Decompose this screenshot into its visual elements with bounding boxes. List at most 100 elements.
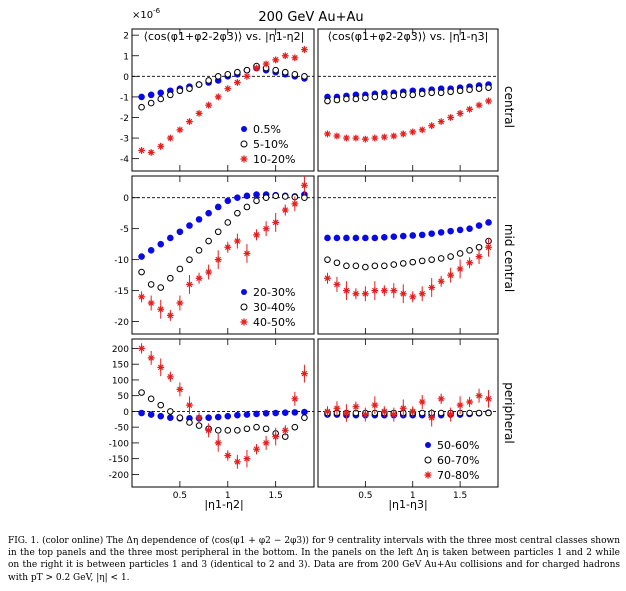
y-tick-label: 0 [123,408,129,418]
data-point [437,395,445,403]
data-point [352,95,360,103]
data-point [418,231,426,239]
data-point [409,91,417,99]
data-point [167,91,174,99]
x-tick-label: 1 [410,491,416,501]
figure-title: 200 GeV Au+Au [258,10,363,25]
data-point [409,232,417,239]
data-point [234,68,241,76]
data-point [466,398,473,406]
data-point [437,89,445,97]
panel-mid-left: -20 -15 -10 -5 0 20-30% 30-40% 40-50% [114,175,315,335]
panel-top-right [317,28,499,172]
data-point [301,46,308,53]
data-point [166,373,174,381]
series-70-80% [138,343,308,469]
series-60-70% [138,389,308,440]
data-point [205,268,213,276]
series-5-10% [138,62,308,111]
y-tick-label: -4 [120,155,129,165]
data-point [138,93,145,101]
data-point [205,237,212,245]
y-tick-label: -150 [109,455,130,465]
panel-grid: -4-3-2-10120.5%5-10%10-20%-20-15-10-5020… [109,28,499,501]
data-point [214,93,222,101]
data-point [352,262,360,270]
x-tick-label: 1 [225,491,231,501]
data-point [485,395,492,403]
data-point [147,281,155,288]
data-point [272,409,279,417]
data-point [167,408,174,415]
data-point [324,408,331,415]
y-tick-label: -3 [120,135,129,145]
legend: 50-60% 60-70% 70-80% [424,439,479,482]
data-point [418,257,426,265]
data-point [362,263,369,271]
data-point [399,260,407,267]
data-point [262,225,270,233]
data-point [224,70,232,78]
data-point [186,256,193,263]
data-point [253,445,260,453]
data-point [138,389,145,396]
data-point [475,222,483,229]
data-point [333,404,341,412]
data-point [381,262,388,270]
data-point [176,385,184,393]
data-point [138,293,145,301]
data-point [186,281,193,288]
data-point [343,134,350,142]
data-point [466,225,473,232]
data-point [243,250,251,257]
data-point [186,419,193,426]
legend: 20-30% 30-40% 40-50% [240,286,295,329]
data-point [301,194,308,201]
data-point [253,423,260,431]
data-point [167,414,174,422]
y-tick-label: -5 [120,225,129,235]
data-point [272,219,280,226]
data-point [447,253,454,260]
y-tick-label: -15 [114,287,129,297]
data-point [475,101,483,109]
data-point [324,234,331,242]
legend-label: 10-20% [253,153,295,166]
panel-bottom-right: 0.5 1 1.5 50-60% 60-70% 70-80% [317,338,499,501]
data-point [324,256,331,263]
data-point [380,133,388,141]
panel-bottom-left: 0.5 1 1.5 -200 -150 -100 -50 0 50 100 150 200 [109,338,315,501]
x-tick-label: 1.5 [453,491,467,501]
data-point [418,409,426,417]
data-point [157,89,165,97]
data-point [176,87,184,95]
data-point [272,433,280,441]
data-point [262,425,270,433]
series-0.5% [324,81,492,101]
figure-caption: FIG. 1. (color online) The Δη dependence… [8,535,620,584]
series-30-40% [138,192,308,291]
data-point [224,243,232,251]
left-column-header: ⟨cos(φ1+φ2-2φ3)⟩ vs. |η1-η2| [144,30,305,43]
data-point [418,398,426,406]
data-point [195,414,203,422]
y-tick-label: 50 [118,392,130,402]
data-point [399,130,407,138]
data-point [399,232,407,240]
legend-marker [241,126,247,132]
data-point [243,192,251,200]
data-point [371,134,379,142]
data-point [253,191,260,198]
data-point [399,91,407,99]
y-tick-label: 0 [123,73,129,83]
data-point [262,60,270,68]
data-point [281,193,289,200]
data-point [205,414,212,422]
data-point [428,256,435,263]
data-point [301,414,308,422]
data-point [234,411,241,419]
data-point [214,427,222,434]
data-point [147,247,155,254]
data-point [243,455,251,463]
data-point [176,126,184,134]
